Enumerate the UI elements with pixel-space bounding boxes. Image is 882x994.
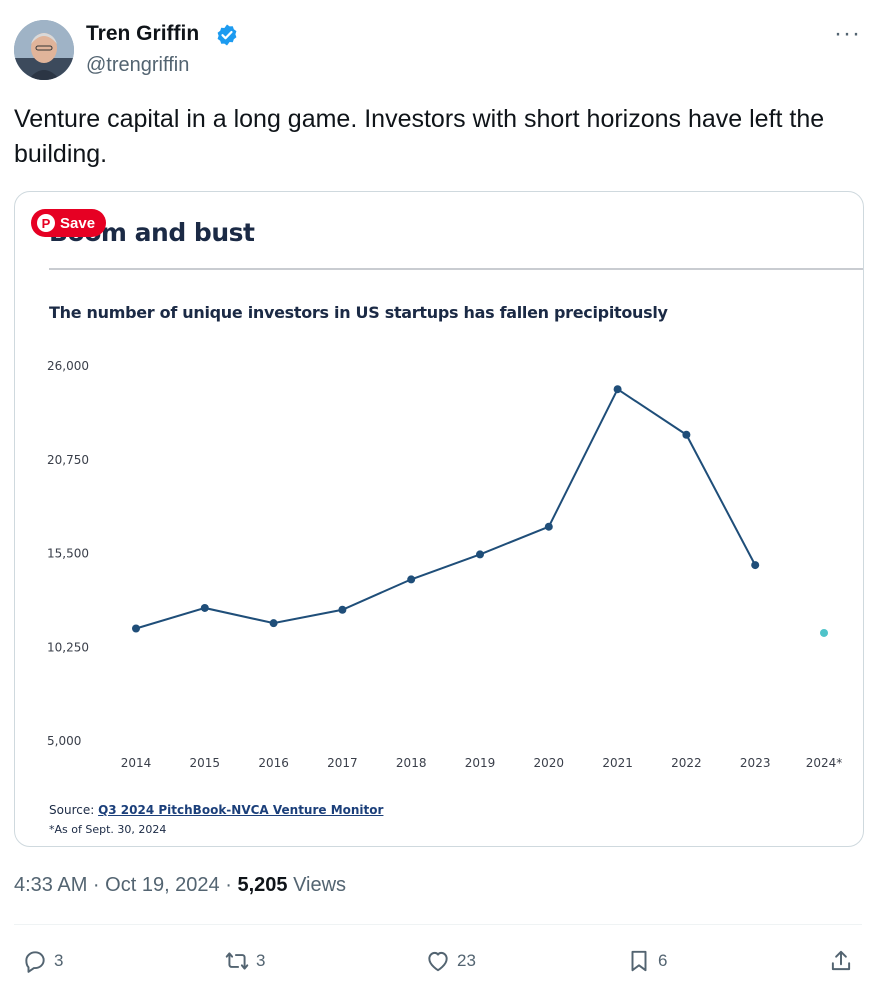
avatar[interactable] — [14, 20, 74, 80]
save-label: Save — [60, 214, 96, 232]
display-name[interactable]: Tren Griffin — [86, 22, 200, 45]
source-prefix: Source: — [49, 803, 99, 817]
x-tick-label: 2017 — [327, 756, 358, 770]
x-tick-label: 2024* — [806, 756, 843, 770]
tweet-media-card[interactable]: Boom and bust P Save The number of uniqu… — [14, 191, 864, 847]
y-tick-label: 20,750 — [47, 453, 89, 467]
more-options-icon[interactable]: ··· — [834, 20, 861, 47]
action-divider — [14, 924, 862, 925]
data-point-2016 — [269, 619, 278, 628]
heart-icon — [428, 951, 448, 972]
reply-icon — [25, 951, 45, 973]
data-point-2023 — [751, 561, 760, 570]
data-point-2020 — [544, 522, 553, 531]
retweet-count: 3 — [256, 951, 266, 970]
handle[interactable]: @trengriffin — [86, 54, 190, 76]
y-tick-label: 15,500 — [47, 547, 89, 561]
avatar-image — [14, 20, 74, 80]
chart-footnote: *As of Sept. 30, 2024 — [49, 823, 167, 836]
x-axis: 2014 2015 2016 2017 2018 2019 2020 2021 2022 2023… — [121, 756, 843, 770]
x-tick-label: 2018 — [396, 756, 427, 770]
source-link[interactable]: Q3 2024 PitchBook-NVCA Venture Monitor — [98, 803, 384, 817]
share-button[interactable] — [828, 946, 854, 976]
chart-source: Source: Q3 2024 PitchBook-NVCA Venture M… — [49, 803, 383, 817]
y-tick-label: 10,250 — [47, 640, 89, 654]
pinterest-save-button[interactable]: P Save — [31, 209, 107, 237]
x-tick-label: 2015 — [190, 756, 221, 770]
bookmark-button[interactable]: 6 — [626, 946, 667, 976]
x-tick-label: 2019 — [465, 756, 496, 770]
data-point-2014 — [132, 624, 140, 633]
data-point-2022 — [682, 430, 691, 439]
x-tick-label: 2021 — [602, 756, 633, 770]
like-button[interactable]: 23 — [425, 946, 476, 976]
y-tick-label: 5,000 — [47, 734, 81, 748]
x-tick-label: 2014 — [121, 756, 152, 770]
data-point-2015 — [200, 603, 209, 612]
bookmark-icon — [631, 950, 647, 972]
chart-subtitle: The number of unique investors in US sta… — [49, 303, 668, 322]
reply-count: 3 — [54, 951, 64, 970]
title-divider — [49, 268, 863, 270]
y-axis: 5,000 10,250 15,500 20,750 26,000 — [47, 359, 89, 748]
data-point-2018 — [407, 575, 416, 584]
x-tick-label: 2022 — [671, 756, 702, 770]
views-count: 5,205 — [237, 874, 288, 896]
x-tick-label: 2020 — [534, 756, 565, 770]
data-point-2024 — [820, 628, 828, 637]
like-count: 23 — [457, 951, 476, 970]
views-label: Views — [287, 874, 347, 896]
data-point-2021 — [613, 385, 622, 394]
share-icon — [831, 950, 851, 971]
data-points — [132, 385, 828, 637]
reply-button[interactable]: 3 — [22, 946, 63, 976]
y-tick-label: 26,000 — [47, 359, 89, 373]
verified-badge-icon — [217, 24, 237, 46]
x-tick-label: 2016 — [258, 756, 289, 770]
tweet-meta: 4:33 AM · Oct 19, 2024 · 5,205 Views — [14, 874, 346, 897]
pinterest-icon: P — [37, 214, 55, 232]
retweet-icon — [225, 952, 249, 970]
x-tick-label: 2023 — [740, 756, 771, 770]
series-line — [135, 387, 757, 630]
retweet-button[interactable]: 3 — [224, 946, 265, 976]
tweet-text: Venture capital in a long game. Investor… — [14, 105, 825, 168]
timestamp[interactable]: 4:33 AM · Oct 19, 2024 · — [14, 874, 238, 896]
data-point-2017 — [338, 605, 347, 614]
bookmark-count: 6 — [658, 951, 668, 970]
data-point-2019 — [476, 550, 484, 559]
